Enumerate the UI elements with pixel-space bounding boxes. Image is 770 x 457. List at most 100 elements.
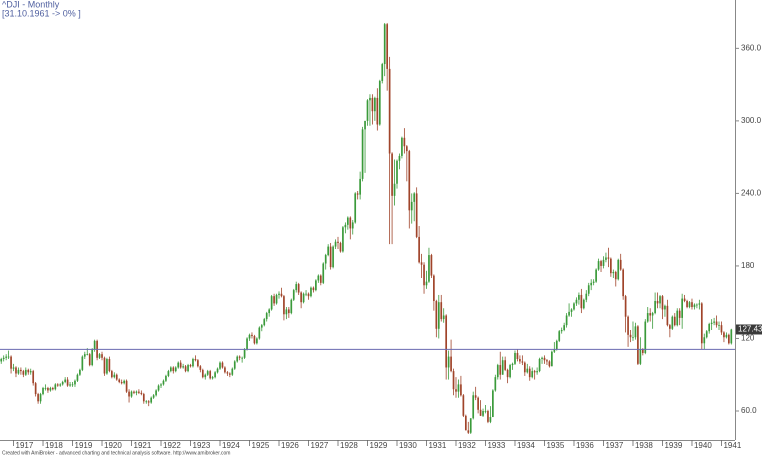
candle-body [251,334,253,337]
candle-body [346,217,349,225]
candle-body [315,280,317,291]
candle-body [713,321,715,323]
candle-body [356,193,359,195]
candle-body [292,290,295,300]
candle-body [548,361,551,367]
candle-body [705,331,708,338]
candle-body [693,304,696,308]
candle-body [649,313,652,316]
candle-body [0,359,3,362]
candle-body [22,371,25,375]
candle-body [644,321,647,353]
candle-body [496,365,499,378]
candle-body [184,366,187,372]
candle-body [541,357,543,360]
candle-body [120,381,123,384]
candle-body [433,275,435,301]
candle-body [612,271,615,274]
candle-body [231,368,234,375]
last-value-box [736,324,762,335]
x-tick-label: 1926 [281,441,299,450]
candle-body [258,327,261,339]
candle-body [61,381,64,385]
y-tick-label: 300.0 [741,116,762,125]
candle-body [332,246,334,268]
candle-body [614,271,617,280]
candle-body [671,316,674,329]
candle-body [300,292,302,303]
x-tick-label: 1924 [222,441,240,450]
candle-body [725,334,728,338]
candle-body [305,293,307,295]
candle-body [342,227,344,252]
candle-body [388,68,391,154]
candle-body [661,296,664,310]
candle-body [700,303,703,344]
candle-body [226,372,229,374]
candle-body [492,390,494,418]
candle-body [201,369,204,378]
candle-body [103,357,106,374]
chart-title: ^DJI - Monthly [2,0,60,9]
candle-body [187,365,189,372]
candle-body [319,275,322,283]
candle-body [506,369,509,378]
candle-body [686,300,688,308]
candle-body [5,356,7,358]
candle-body [669,325,671,329]
candle-body [656,300,659,304]
candle-body [634,326,637,338]
candle-body [71,384,74,386]
candle-body [174,367,177,372]
candle-body [428,255,430,282]
y-tick-label: 180 [741,261,755,270]
candle-body [37,394,39,402]
candle-body [396,160,398,184]
candle-body [425,281,428,286]
chart-subtitle: [31.10.1961 -> 0% ] [2,8,81,18]
candle-body [179,362,182,368]
x-tick-label: 1929 [370,441,388,450]
candle-body [297,284,300,293]
candle-body [651,313,654,316]
candle-body [287,309,290,314]
candle-body [376,97,379,125]
candle-body [450,356,452,372]
candle-body [558,331,561,341]
candle-body [49,388,52,391]
candle-body [42,388,44,395]
candle-body [307,293,310,297]
candle-body [167,371,170,376]
candle-body [627,316,629,335]
candle-body [246,338,248,350]
candle-body [681,298,683,318]
candle-body [371,97,374,112]
candle-body [160,384,162,386]
candle-body [457,384,460,392]
candle-body [509,365,511,378]
candle-body [523,362,526,373]
candle-body [641,349,644,353]
candle-body [437,302,440,329]
candle-body [108,359,111,372]
candle-body [420,262,423,265]
candle-body [233,361,236,369]
candle-body [359,178,361,195]
candle-body [632,337,634,339]
candle-body [290,299,293,314]
x-tick-label: 1935 [546,441,564,450]
candle-body [192,359,194,367]
candle-body [329,246,332,268]
candle-body [199,366,202,370]
candle-body [20,369,22,372]
candle-body [115,374,118,380]
candle-body [302,293,305,303]
x-tick-label: 1940 [694,441,712,450]
candle-body [383,24,386,65]
candle-body [118,379,121,382]
candle-body [209,371,212,379]
candle-body [165,375,167,381]
candle-body [172,367,175,372]
